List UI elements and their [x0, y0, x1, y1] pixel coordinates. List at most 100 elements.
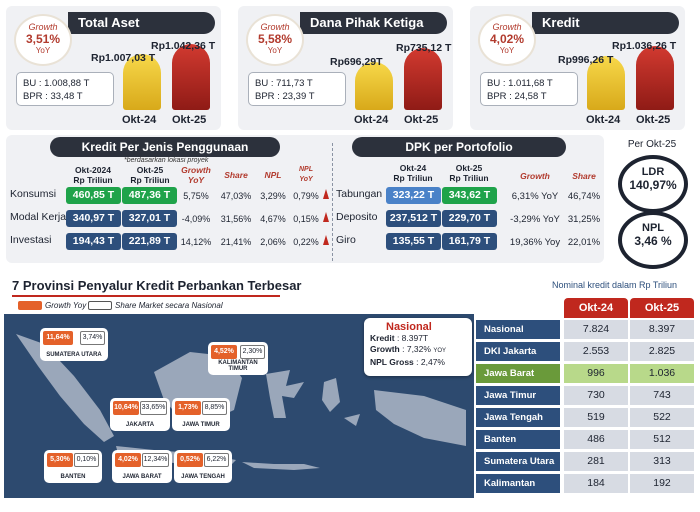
kredit-row-label: Konsumsi: [10, 188, 57, 200]
table-row: DKI Jakarta 2.553 2.825: [474, 342, 694, 362]
kredit-share: 31,56%: [220, 214, 252, 224]
ldr-ring: LDR 140,97%: [618, 155, 688, 213]
bar-value-okt-24: Rp1.007,03 T: [91, 52, 156, 64]
col-growth: Growth: [520, 171, 550, 181]
col-share: Share: [224, 170, 248, 180]
bar-category-okt-24: Okt-24: [586, 114, 621, 126]
dpk-row-label: Deposito: [336, 211, 378, 223]
bar-okt-24: [587, 56, 625, 110]
dpk-okt24-value: 135,55 T: [386, 233, 441, 250]
dpk-growth: 6,31% YoY: [511, 191, 559, 202]
col-share: Share: [572, 171, 596, 181]
npl-label: NPL: [642, 222, 664, 234]
table-row: Kalimantan Timur 184 192: [474, 474, 694, 508]
bar-category-okt-25: Okt-25: [404, 114, 439, 126]
legend-growth: Growth Yoy: [18, 301, 86, 311]
dpk-growth: 19,36% Yoy: [509, 237, 561, 248]
growth-yoy: YoY: [267, 46, 283, 55]
kredit-growth: 14,12%: [180, 237, 212, 247]
ldr-label: LDR: [641, 166, 665, 178]
col-okt24: Okt-2024 Rp Triliun: [73, 165, 113, 185]
bar-okt-24: [123, 54, 161, 110]
bar-okt-25: [636, 46, 674, 110]
island-sumatra: [16, 334, 114, 442]
kpi-card-dpk: Dana Pihak Ketiga Growth 5,58% YoY BU : …: [238, 6, 453, 130]
col-okt25: Okt-25 Rp Triliun: [130, 165, 170, 185]
bu-value: BU : 1.008,88 T: [23, 78, 90, 89]
nasional-title: Nasional: [386, 321, 432, 333]
growth-label: Growth: [28, 22, 58, 32]
col-okt25: Okt-25 Rp Triliun: [449, 163, 489, 183]
province-callout-kalimantan-timur: 4,52% 2,30% KALIMANTAN TIMUR: [208, 342, 268, 375]
kredit-row-label: Investasi: [10, 234, 52, 246]
growth-badge: Growth 5,58% YoY: [246, 14, 304, 66]
table-header-okt24: Okt-24: [564, 298, 628, 318]
bu-value: BU : 1.011,68 T: [487, 78, 553, 89]
nasional-summary: Nasional Kredit : 8.397T Growth : 7,32% …: [364, 318, 472, 376]
island-sulawesi: [266, 370, 304, 418]
growth-label: Growth: [260, 22, 290, 32]
bu-bpr-box: BU : 711,73 T BPR : 23,39 T: [248, 72, 346, 106]
ldr-value: 140,97%: [629, 178, 677, 192]
bar-category-okt-25: Okt-25: [636, 114, 671, 126]
table-row-highlight: Jawa Barat 996 1.036: [474, 364, 694, 384]
province-title: 7 Provinsi Penyalur Kredit Perbankan Ter…: [12, 278, 302, 293]
ratio-panel: Per Okt-25 LDR 140,97% NPL 3,46 %: [608, 135, 696, 269]
kredit-okt24-value: 340,97 T: [66, 210, 121, 227]
kredit-okt24-value: 460,85 T: [66, 187, 121, 204]
table-row: Jawa Tengah 519 522: [474, 408, 694, 428]
dpk-row-label: Tabungan: [336, 188, 383, 200]
up-arrow-icon: [323, 235, 329, 245]
table-row: Banten 486 512: [474, 430, 694, 450]
col-okt24: Okt-24 Rp Triliun: [393, 163, 433, 183]
table-row: Jawa Timur 730 743: [474, 386, 694, 406]
dpk-okt25-value: 229,70 T: [442, 210, 497, 227]
npl-value: 3,46 %: [634, 234, 672, 248]
dpk-growth: -3,29% YoY: [510, 214, 560, 225]
bu-bpr-box: BU : 1.008,88 T BPR : 33,48 T: [16, 72, 114, 106]
bpr-value: BPR : 24,58 T: [487, 91, 547, 102]
table-header-okt25: Okt-25: [630, 298, 694, 318]
bu-bpr-box: BU : 1.011,68 T BPR : 24,58 T: [480, 72, 578, 106]
dpk-okt24-value: 323,22 T: [386, 187, 441, 204]
bar-okt-24: [355, 62, 393, 110]
kpi-title: Dana Pihak Ketiga: [300, 12, 447, 34]
bar-value-okt-24: Rp996,26 T: [558, 54, 614, 66]
bar-okt-25: [404, 48, 442, 110]
section-divider: [332, 143, 333, 261]
island-nusa-tenggara: [242, 462, 320, 470]
kpi-title: Kredit: [532, 12, 679, 34]
up-arrow-icon: [323, 189, 329, 199]
bar-value-okt-25: Rp735,12 T: [396, 42, 452, 54]
bar-category-okt-25: Okt-25: [172, 114, 207, 126]
kpi-card-kredit: Kredit Growth 4,02% YoY BU : 1.011,68 T …: [470, 6, 685, 130]
dpk-title: DPK per Portofolio: [352, 137, 566, 157]
kredit-okt25-value: 221,89 T: [122, 233, 177, 250]
col-growth: Growth YoY: [181, 165, 211, 185]
province-section: 7 Provinsi Penyalur Kredit Perbankan Ter…: [4, 270, 696, 508]
bu-value: BU : 711,73 T: [255, 78, 313, 89]
dpk-share: 22,01%: [567, 237, 601, 248]
bar-category-okt-24: Okt-24: [354, 114, 389, 126]
dpk-share: 31,25%: [567, 214, 601, 225]
kredit-row-label: Modal Kerja: [10, 211, 67, 223]
dpk-row-label: Giro: [336, 234, 356, 246]
dpk-okt25-value: 343,62 T: [442, 187, 497, 204]
province-callout-jawa-tengah: 0,52% 6,22% JAWA TENGAH: [174, 450, 232, 483]
province-callout-jakarta: 10,64% 33,65% JAKARTA: [110, 398, 170, 431]
bar-category-okt-24: Okt-24: [122, 114, 157, 126]
kpi-title: Total Aset: [68, 12, 215, 34]
ratio-header: Per Okt-25: [627, 139, 677, 150]
dpk-okt25-value: 161,79 T: [442, 233, 497, 250]
dpk-share: 46,74%: [567, 191, 601, 202]
growth-yoy: YoY: [499, 46, 515, 55]
up-arrow-icon: [323, 212, 329, 222]
kredit-jenis-title: Kredit Per Jenis Penggunaan: [50, 137, 280, 157]
col-npl: NPL: [264, 170, 282, 180]
npl-ring: NPL 3,46 %: [618, 211, 688, 269]
kredit-okt24-value: 194,43 T: [66, 233, 121, 250]
kredit-okt25-value: 327,01 T: [122, 210, 177, 227]
kredit-growth: -4,09%: [181, 214, 211, 224]
growth-label: Growth: [492, 22, 522, 32]
legend-swatch-share: [88, 301, 112, 311]
